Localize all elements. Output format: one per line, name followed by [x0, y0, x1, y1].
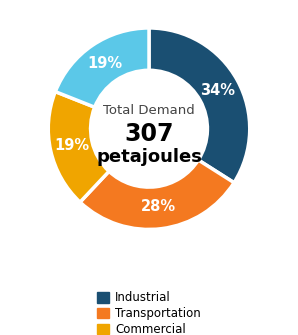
Text: 28%: 28%: [141, 199, 176, 214]
Wedge shape: [149, 28, 250, 183]
Wedge shape: [80, 160, 234, 229]
Text: 19%: 19%: [87, 56, 122, 71]
Text: 34%: 34%: [200, 83, 235, 98]
Text: Total Demand: Total Demand: [103, 104, 195, 117]
Wedge shape: [55, 28, 149, 107]
Text: petajoules: petajoules: [96, 148, 202, 166]
Wedge shape: [48, 91, 109, 202]
Text: 19%: 19%: [55, 138, 90, 153]
Legend: Industrial, Transportation, Commercial, Residential: Industrial, Transportation, Commercial, …: [95, 289, 203, 335]
Text: 307: 307: [124, 122, 174, 146]
